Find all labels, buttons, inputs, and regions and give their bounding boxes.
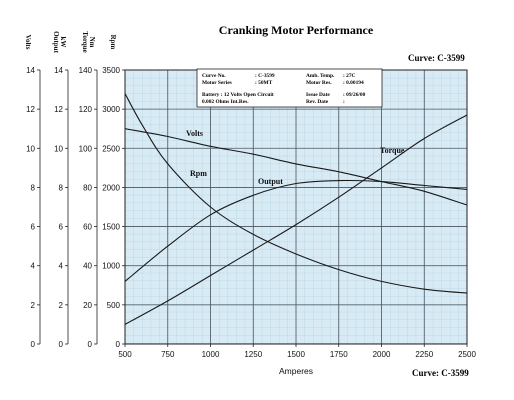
x-tick-label: 1250 bbox=[244, 350, 262, 359]
y-tick-label-rpm: 500 bbox=[107, 301, 121, 310]
x-tick-label: 500 bbox=[118, 350, 132, 359]
x-tick-label: 2000 bbox=[373, 350, 391, 359]
x-tick-label: 1500 bbox=[287, 350, 305, 359]
curve-label-bottom: Curve: C-3599 bbox=[412, 368, 469, 378]
y-tick-label-volts: 4 bbox=[31, 262, 36, 271]
y-tick-label-output: 2 bbox=[59, 301, 64, 310]
x-tick-label: 1000 bbox=[202, 350, 220, 359]
series-line-volts bbox=[124, 128, 468, 206]
x-tick-label: 750 bbox=[161, 350, 175, 359]
y-tick-label-rpm: 0 bbox=[116, 340, 121, 349]
y-tick-label-rpm: 1000 bbox=[102, 262, 120, 271]
y-axis-title-line2: Nm bbox=[88, 37, 96, 48]
y-axis-title-torque: Torque Nm bbox=[81, 31, 96, 52]
y-tick-label-rpm: 3500 bbox=[102, 66, 120, 75]
x-axis-title: Amperes bbox=[279, 366, 313, 376]
y-tick-label-torque: 140 bbox=[79, 66, 93, 75]
y-axis-title-line1: Volts bbox=[24, 35, 32, 50]
series-line-torque bbox=[124, 114, 468, 325]
y-tick-label-output: 4 bbox=[59, 262, 64, 271]
series-lines: Volts Output Torque Rpm bbox=[124, 93, 468, 325]
info-battery-line1: Battery : 12 Volts Open Circuit bbox=[202, 92, 274, 98]
y-axis-title-rpm: Rpm bbox=[109, 35, 117, 50]
y-tick-label-output: 14 bbox=[54, 66, 63, 75]
y-tick-label-torque: 20 bbox=[83, 301, 92, 310]
y-tick-label-torque: 0 bbox=[88, 340, 93, 349]
y-tick-label-volts: 6 bbox=[31, 223, 36, 232]
info-box-background bbox=[196, 68, 383, 108]
major-grid bbox=[125, 70, 467, 344]
y-tick-label-rpm: 1500 bbox=[102, 223, 120, 232]
y-tick-label-volts: 2 bbox=[31, 301, 36, 310]
y-tick-label-volts: 0 bbox=[31, 340, 36, 349]
info-battery-line2: 0.002 Ohms Int.Res. bbox=[202, 99, 249, 105]
y-tick-label-output: 10 bbox=[54, 144, 63, 153]
y-tick-label-output: 12 bbox=[54, 105, 63, 114]
info-motor-res-value: : 0.00194 bbox=[343, 80, 364, 86]
x-tick-label: 1750 bbox=[330, 350, 348, 359]
info-motor-res-label: Motor Res. bbox=[306, 80, 332, 86]
info-rev-date-label: Rev. Date bbox=[306, 99, 329, 105]
y-tick-label-rpm: 2500 bbox=[102, 144, 120, 153]
x-tick-label: 2250 bbox=[415, 350, 433, 359]
x-tick-label: 2500 bbox=[458, 350, 476, 359]
plot-area bbox=[124, 69, 468, 345]
curve-label-top: Curve: C-3599 bbox=[408, 53, 465, 63]
series-line-output bbox=[124, 179, 468, 282]
info-issue-date-label: Issue Date bbox=[306, 92, 330, 98]
y-axis-title-line1: Output bbox=[52, 31, 60, 53]
info-curve-no-label: Curve No. bbox=[202, 73, 226, 79]
info-rev-date-value: : bbox=[343, 99, 345, 105]
y-axis-title-line1: Torque bbox=[81, 31, 89, 52]
y-tick-label-output: 8 bbox=[59, 183, 64, 192]
y-tick-label-rpm: 2000 bbox=[102, 183, 120, 192]
y-tick-label-volts: 14 bbox=[26, 66, 35, 75]
y-axes: 0 2 4 6 8 10 12 14 Volts 0 2 4 6 8 10 12 14 Output kW 0 20 40… bbox=[24, 31, 126, 349]
y-tick-label-volts: 8 bbox=[31, 183, 36, 192]
y-tick-label-torque: 100 bbox=[79, 144, 93, 153]
series-line-rpm bbox=[124, 93, 468, 294]
y-tick-label-torque: 40 bbox=[83, 262, 92, 271]
series-label-torque: Torque bbox=[380, 146, 405, 155]
info-box: Curve No. : C-3599 Motor Series : 50MT A… bbox=[196, 68, 383, 108]
info-curve-no-value: : C-3599 bbox=[255, 73, 275, 79]
y-tick-label-volts: 12 bbox=[26, 105, 35, 114]
info-amb-temp-label: Amb. Temp. bbox=[306, 73, 335, 79]
y-tick-label-torque: 60 bbox=[83, 223, 92, 232]
info-issue-date-value: : 09/26/00 bbox=[343, 92, 366, 98]
series-label-volts: Volts bbox=[186, 129, 203, 138]
x-axis: 500 750 1000 1250 1500 1750 2000 2250 2500 bbox=[118, 344, 476, 359]
y-axis-title-volts: Volts bbox=[24, 35, 32, 50]
y-tick-label-output: 6 bbox=[59, 223, 64, 232]
series-label-rpm: Rpm bbox=[190, 169, 207, 178]
info-motor-series-value: : 50MT bbox=[255, 80, 273, 86]
info-motor-series-label: Motor Series bbox=[202, 80, 232, 86]
y-tick-label-rpm: 3000 bbox=[102, 105, 120, 114]
chart-title: Cranking Motor Performance bbox=[219, 23, 374, 37]
y-tick-label-torque: 120 bbox=[79, 105, 93, 114]
y-axis-title-output: Output kW bbox=[52, 31, 67, 53]
y-axis-title-line2: kW bbox=[59, 37, 67, 48]
series-label-output: Output bbox=[258, 177, 283, 186]
y-tick-label-torque: 80 bbox=[83, 183, 92, 192]
y-axis-title-line1: Rpm bbox=[109, 35, 117, 50]
y-tick-label-volts: 10 bbox=[26, 144, 35, 153]
info-amb-temp-value: : 27C bbox=[343, 73, 356, 79]
y-tick-label-output: 0 bbox=[59, 340, 64, 349]
